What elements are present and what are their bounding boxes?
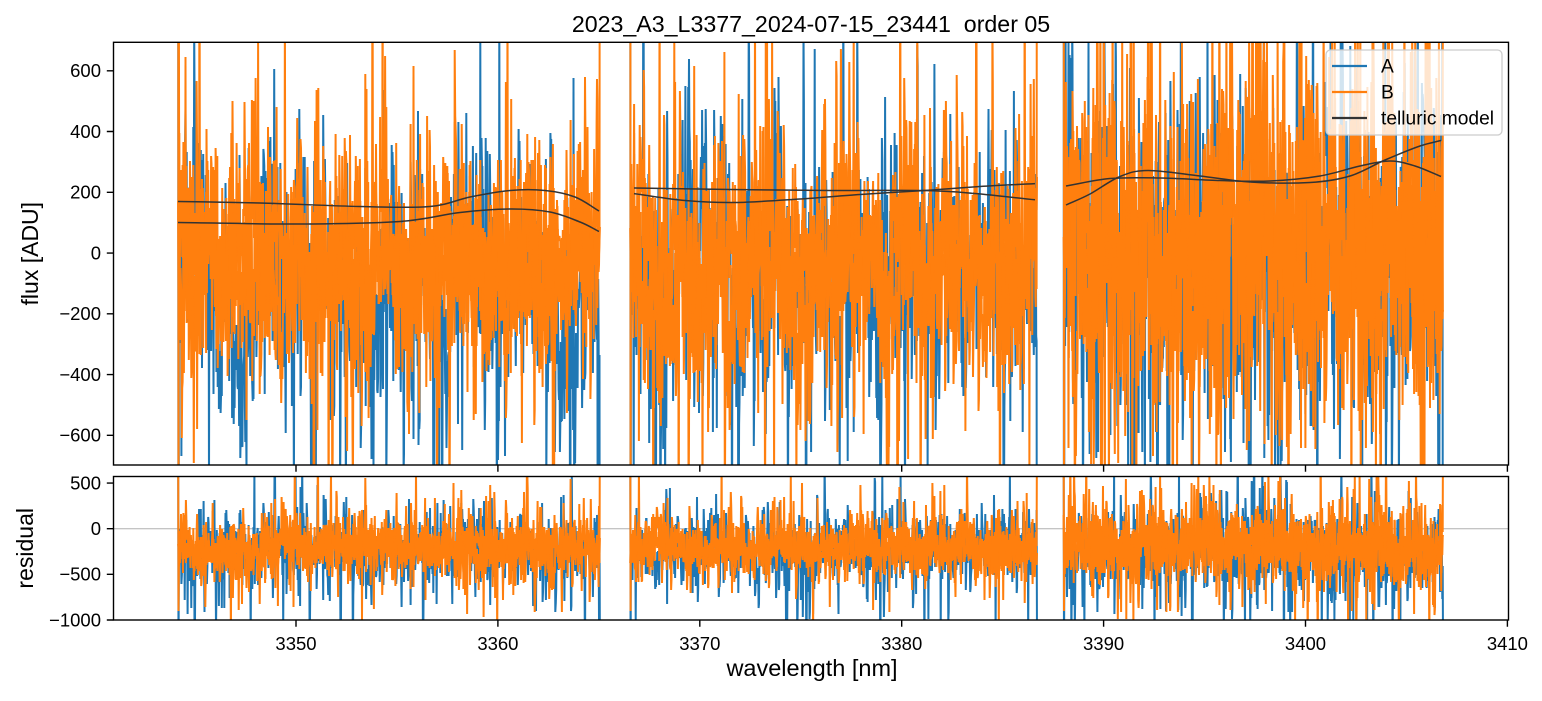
svg-text:600: 600: [70, 60, 101, 81]
svg-text:residual: residual: [12, 508, 38, 589]
svg-text:0: 0: [91, 518, 101, 539]
svg-text:B: B: [1381, 82, 1394, 103]
svg-text:3360: 3360: [477, 633, 518, 654]
svg-text:500: 500: [70, 472, 101, 493]
svg-text:−1000: −1000: [49, 609, 101, 630]
svg-text:3380: 3380: [881, 633, 922, 654]
svg-text:−400: −400: [59, 364, 101, 385]
svg-text:3410: 3410: [1487, 633, 1528, 654]
svg-text:telluric model: telluric model: [1381, 108, 1494, 129]
svg-text:wavelength [nm]: wavelength [nm]: [725, 655, 897, 681]
svg-text:−200: −200: [59, 303, 101, 324]
svg-text:3390: 3390: [1083, 633, 1124, 654]
svg-text:−600: −600: [59, 425, 101, 446]
svg-text:A: A: [1381, 57, 1394, 78]
svg-text:400: 400: [70, 121, 101, 142]
svg-text:3400: 3400: [1285, 633, 1326, 654]
svg-text:3350: 3350: [275, 633, 316, 654]
svg-text:200: 200: [70, 182, 101, 203]
svg-text:flux [ADU]: flux [ADU]: [17, 202, 43, 306]
svg-text:2023_A3_L3377_2024-07-15_23441: 2023_A3_L3377_2024-07-15_23441 order 05: [572, 11, 1050, 37]
svg-text:0: 0: [91, 242, 101, 263]
svg-text:−500: −500: [59, 564, 101, 585]
svg-text:3370: 3370: [679, 633, 720, 654]
